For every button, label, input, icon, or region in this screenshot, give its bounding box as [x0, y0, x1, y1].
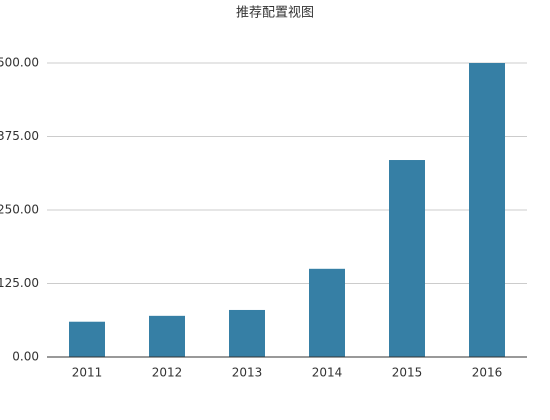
y-tick-label: 0.00 [12, 350, 39, 364]
x-tick-label: 2014 [312, 366, 343, 380]
bar [229, 309, 265, 357]
y-tick-label: 125.00 [0, 276, 39, 290]
bar [469, 63, 505, 357]
bar [389, 160, 425, 357]
y-tick-label: 500.00 [0, 56, 39, 70]
y-tick-label: 375.00 [0, 129, 39, 143]
bar [69, 321, 105, 357]
chart-title: 推荐配置视图 [236, 6, 314, 21]
x-tick-label: 2013 [232, 366, 263, 380]
x-tick-label: 2016 [472, 366, 503, 380]
x-tick-label: 2012 [152, 366, 183, 380]
y-tick-label: 250.00 [0, 203, 39, 217]
bar [309, 268, 345, 357]
bar [149, 315, 185, 357]
x-tick-label: 2015 [392, 366, 423, 380]
x-tick-label: 2011 [72, 366, 103, 380]
